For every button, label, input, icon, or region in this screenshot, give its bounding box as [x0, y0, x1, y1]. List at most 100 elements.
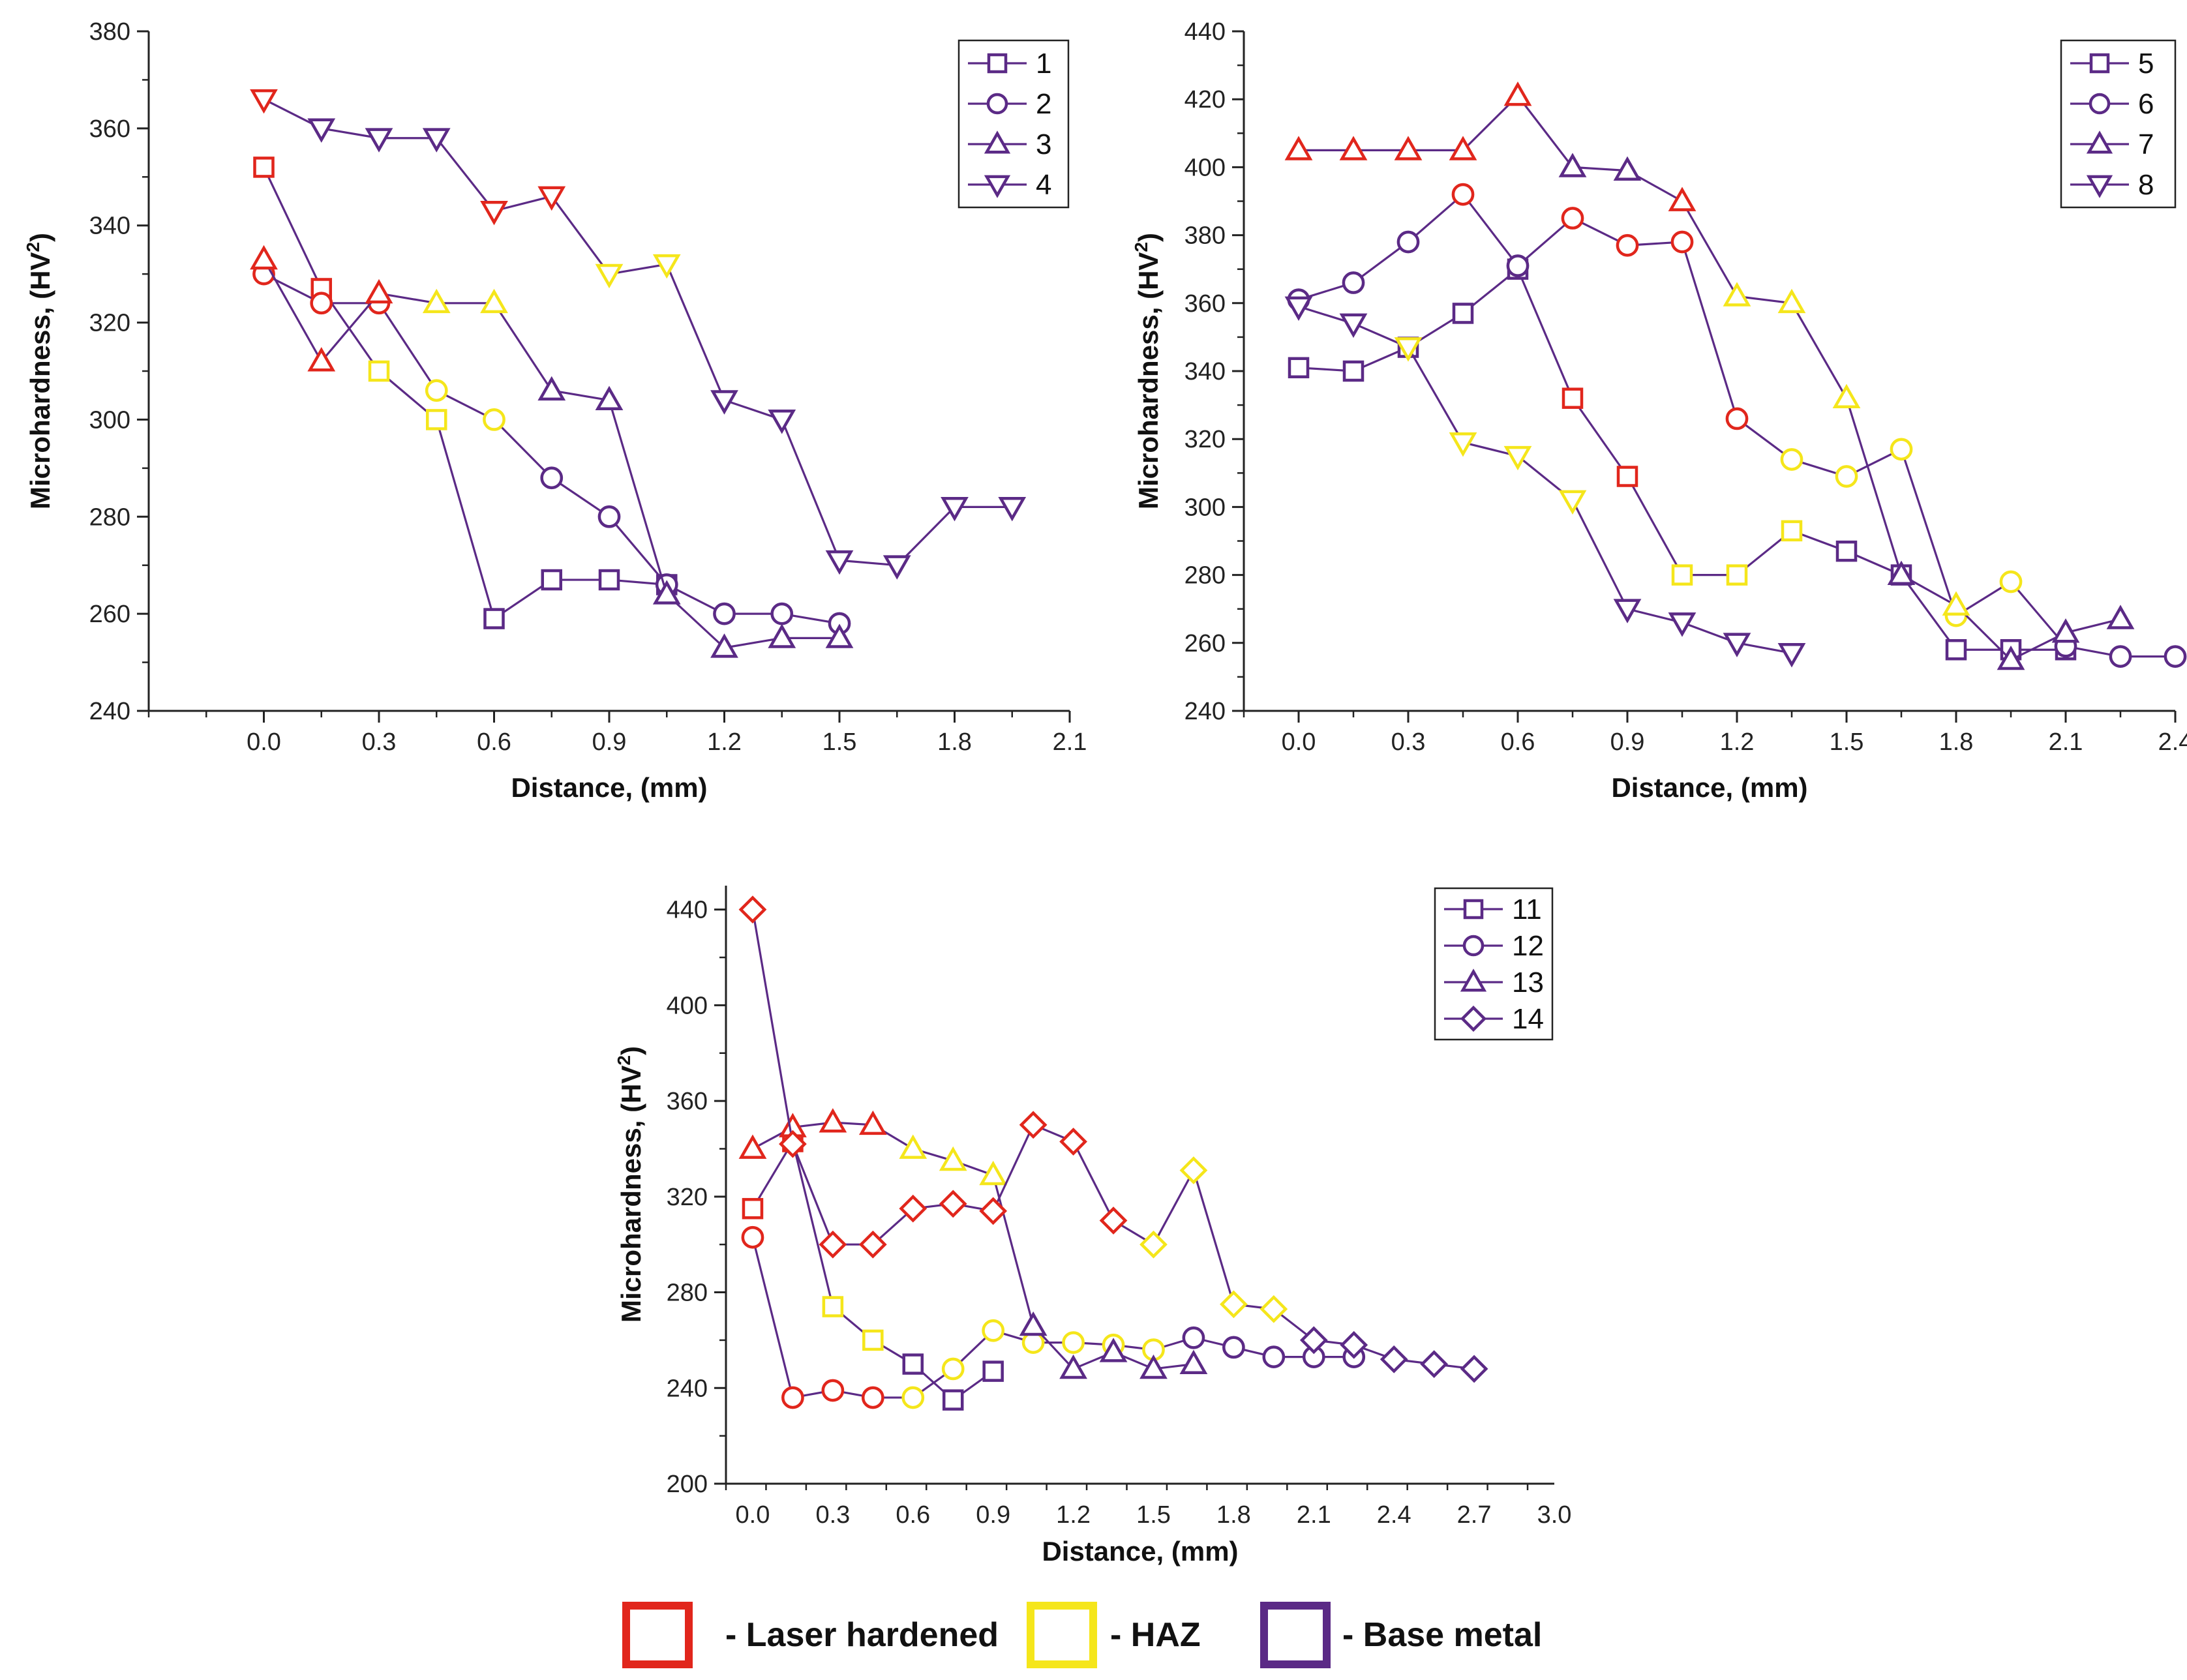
data-point — [982, 1360, 1004, 1382]
x-tick-label: 0.3 — [362, 728, 397, 756]
data-point — [738, 895, 767, 924]
data-point — [1997, 645, 2025, 670]
data-point — [652, 254, 681, 279]
data-point — [1561, 387, 1584, 409]
series-1 — [253, 157, 678, 629]
data-point — [425, 379, 448, 402]
data-point — [1668, 612, 1697, 637]
data-point — [1723, 282, 1751, 307]
series-4 — [250, 89, 1027, 580]
y-axis-title-main: Microhardness, (HV — [616, 1066, 646, 1323]
data-point — [1059, 1354, 1087, 1379]
y-axis-title: Microhardness, (HV2) — [23, 233, 55, 509]
y-tick-label: 420 — [1184, 86, 1226, 113]
data-point — [1396, 230, 1420, 254]
key-item-0: - Laser hardened — [622, 1602, 999, 1668]
data-point — [858, 1110, 887, 1135]
y-axis-title-end: ) — [616, 1046, 646, 1055]
key-swatch — [622, 1602, 693, 1668]
legend: 1 2 3 4 — [958, 39, 1070, 209]
y-tick-label: 360 — [89, 115, 130, 143]
y-tick-label: 360 — [667, 1088, 708, 1115]
key-label: - Base metal — [1342, 1616, 1542, 1654]
x-tick-label: 1.2 — [707, 728, 742, 756]
data-point — [480, 201, 508, 226]
x-tick-label: 2.4 — [2158, 728, 2187, 756]
x-axis-title: Distance, (mm) — [511, 772, 707, 803]
x-tick-label: 0.3 — [815, 1501, 850, 1529]
key-swatch — [1027, 1602, 1097, 1668]
data-point — [713, 602, 736, 625]
data-point — [901, 1386, 925, 1409]
data-point — [1616, 233, 1639, 257]
data-point — [1139, 1354, 1168, 1379]
data-point — [483, 608, 505, 629]
legend-box — [958, 39, 1070, 209]
legend-label: 3 — [1036, 128, 1051, 160]
data-point — [942, 1389, 964, 1411]
y-tick-label: 300 — [1184, 494, 1226, 521]
key-item-1: - HAZ — [1027, 1602, 1201, 1668]
legend-label: 2 — [1036, 88, 1051, 120]
legend-item-2: 2 — [968, 88, 1051, 120]
x-tick-label: 1.5 — [822, 728, 857, 756]
data-point — [1613, 599, 1642, 623]
legend-label: 12 — [1512, 930, 1544, 962]
data-point — [1671, 564, 1693, 586]
data-point — [1777, 643, 1806, 668]
data-point — [821, 1379, 845, 1402]
y-axis-title-sup: 2 — [1131, 242, 1151, 252]
data-point — [250, 89, 278, 114]
y-tick-label: 320 — [1184, 426, 1226, 453]
data-point — [2106, 605, 2135, 629]
x-tick-label: 0.6 — [477, 728, 511, 756]
data-point — [825, 550, 854, 575]
x-tick-label: 0.6 — [1501, 728, 1535, 756]
data-point — [365, 128, 393, 153]
data-point — [822, 1296, 844, 1317]
data-point — [941, 1357, 965, 1381]
y-tick-label: 400 — [667, 992, 708, 1019]
data-point — [738, 1134, 767, 1159]
data-point — [1945, 638, 1967, 661]
data-point — [1561, 207, 1584, 230]
data-point — [426, 409, 447, 430]
data-point — [1613, 156, 1642, 181]
data-point — [595, 385, 624, 411]
data-point — [1222, 1336, 1245, 1359]
data-point — [1887, 560, 1916, 585]
legend-box — [2060, 39, 2177, 209]
x-tick-label: 2.1 — [1297, 1501, 1331, 1529]
data-point — [819, 1108, 847, 1133]
data-point — [1179, 1156, 1208, 1184]
data-point — [1299, 1326, 1328, 1355]
x-tick-label: 0.6 — [896, 1501, 930, 1529]
series-8 — [1284, 296, 1806, 668]
data-point — [1380, 1345, 1408, 1373]
data-point — [710, 390, 738, 415]
data-point — [742, 1197, 764, 1220]
y-axis-title: Microhardness, (HV2) — [1131, 233, 1164, 509]
data-point — [1339, 136, 1368, 160]
legend-item-6: 6 — [2070, 88, 2154, 120]
y-tick-label: 300 — [89, 406, 130, 434]
data-point — [768, 623, 796, 648]
legend-marker — [2089, 93, 2111, 115]
data-point — [480, 288, 508, 314]
y-tick-label: 260 — [89, 601, 130, 628]
data-point — [1288, 357, 1310, 379]
data-point — [979, 1197, 1008, 1225]
legend-label: 13 — [1512, 967, 1544, 998]
data-point — [1420, 1350, 1449, 1378]
data-point — [2164, 645, 2187, 668]
y-tick-label: 280 — [667, 1280, 708, 1307]
data-point — [307, 347, 336, 372]
data-point — [1503, 445, 1532, 471]
legend-marker — [2086, 130, 2113, 154]
data-point — [1059, 1128, 1087, 1156]
legend-item-5: 5 — [2070, 48, 2154, 80]
legend-label: 8 — [2138, 169, 2154, 201]
x-tick-label: 3.0 — [1537, 1501, 1572, 1529]
data-point — [595, 263, 624, 289]
x-tick-label: 0.0 — [736, 1501, 770, 1529]
